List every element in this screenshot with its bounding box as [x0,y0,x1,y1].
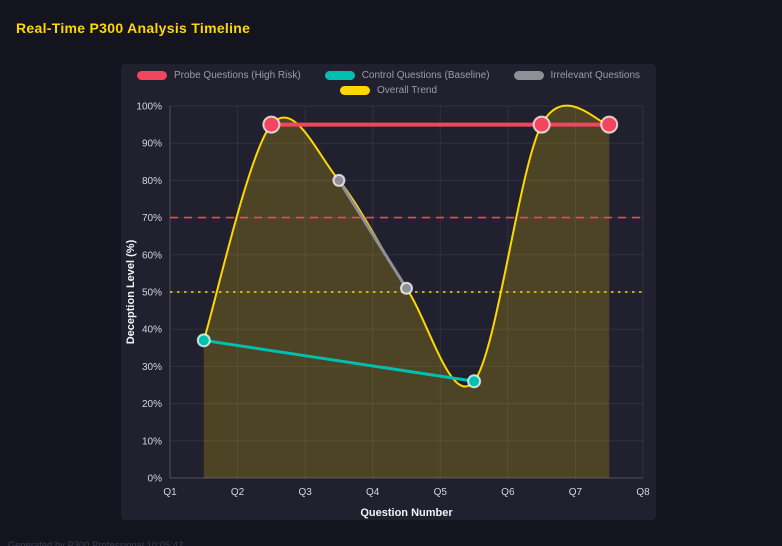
legend-item-control[interactable]: Control Questions (Baseline) [324,70,490,81]
legend-swatch-control [324,71,355,80]
svg-text:40%: 40% [142,325,162,336]
timeline-line-chart[interactable]: Q1 Q2 Q3 Q4 Q5 Q6 Q7 Q8 0% 10% 20% 30% 40% 50% 60% 70% 8… [121,64,656,520]
svg-text:80%: 80% [142,176,162,187]
footer-note: Generated by P300 Professional 10:05:42 [8,540,184,546]
svg-text:Q6: Q6 [501,487,515,498]
legend-row-1: Probe Questions (High Risk) Control Ques… [136,70,641,81]
svg-text:90%: 90% [142,139,162,150]
legend-item-probe[interactable]: Probe Questions (High Risk) [136,70,301,81]
svg-text:Q1: Q1 [163,487,177,498]
svg-text:Q8: Q8 [636,487,650,498]
svg-text:10%: 10% [142,436,162,447]
svg-text:Deception Level (%): Deception Level (%) [125,239,137,344]
svg-text:Q2: Q2 [231,487,245,498]
chart-legend: Probe Questions (High Risk) Control Ques… [121,70,656,96]
legend-label-probe: Probe Questions (High Risk) [173,70,301,81]
svg-text:Q7: Q7 [569,487,583,498]
svg-text:Q5: Q5 [434,487,448,498]
chart-card: Probe Questions (High Risk) Control Ques… [121,64,656,520]
svg-text:70%: 70% [142,213,162,224]
svg-text:0%: 0% [148,474,163,485]
page-title: Real-Time P300 Analysis Timeline [16,20,251,36]
legend-swatch-trend [339,86,370,95]
legend-label-irrelevant: Irrelevant Questions [550,70,641,81]
legend-label-control: Control Questions (Baseline) [361,70,490,81]
svg-text:60%: 60% [142,250,162,261]
svg-text:Question Number: Question Number [360,507,453,519]
legend-label-trend: Overall Trend [376,85,438,96]
svg-text:100%: 100% [136,102,162,113]
legend-item-irrelevant[interactable]: Irrelevant Questions [513,70,641,81]
legend-item-trend[interactable]: Overall Trend [339,85,438,96]
legend-swatch-probe [136,71,167,80]
svg-text:50%: 50% [142,288,162,299]
legend-swatch-irrelevant [513,71,544,80]
svg-text:20%: 20% [142,399,162,410]
legend-row-2: Overall Trend [339,85,438,96]
svg-text:Q3: Q3 [298,487,312,498]
svg-text:Q4: Q4 [366,487,380,498]
svg-text:30%: 30% [142,362,162,373]
